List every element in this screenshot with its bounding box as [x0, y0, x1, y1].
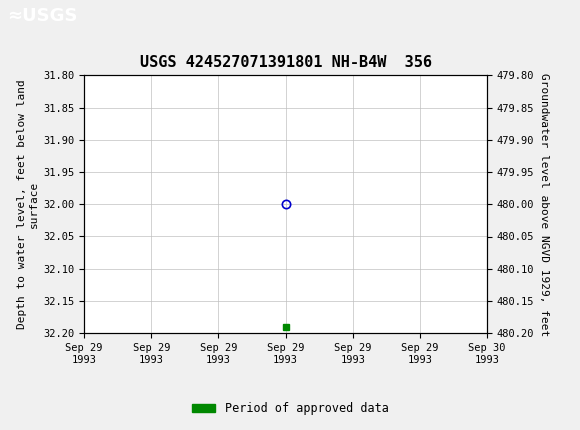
Text: ≈USGS: ≈USGS — [7, 7, 78, 25]
Legend: Period of approved data: Period of approved data — [187, 397, 393, 420]
Title: USGS 424527071391801 NH-B4W  356: USGS 424527071391801 NH-B4W 356 — [140, 55, 432, 70]
Y-axis label: Groundwater level above NGVD 1929, feet: Groundwater level above NGVD 1929, feet — [539, 73, 549, 336]
Y-axis label: Depth to water level, feet below land
surface: Depth to water level, feet below land su… — [17, 80, 39, 329]
